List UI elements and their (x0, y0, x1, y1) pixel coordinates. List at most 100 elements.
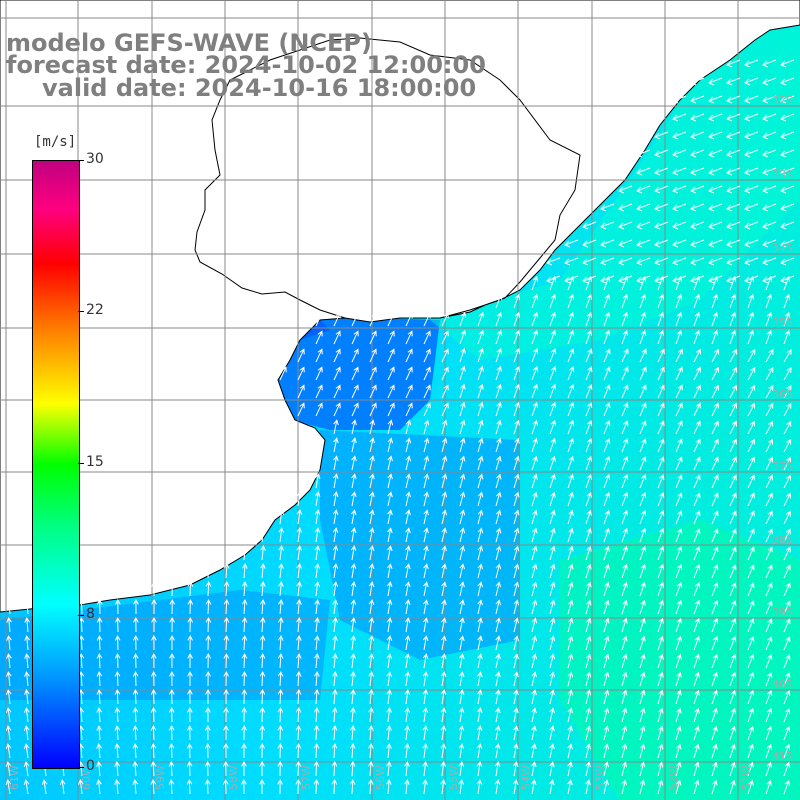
wind-arrow (639, 653, 646, 669)
wind-arrow (780, 167, 795, 176)
wind-arrow (729, 582, 737, 597)
wind-arrow (169, 580, 176, 597)
wind-arrow (783, 492, 791, 507)
wind-arrow (765, 689, 773, 705)
wind-arrow (726, 95, 741, 104)
wind-arrow (367, 761, 374, 777)
wind-arrow (114, 634, 121, 651)
wind-arrow (747, 671, 755, 687)
wind-arrow (459, 329, 467, 345)
wind-arrow (690, 275, 705, 284)
wind-arrow (747, 761, 754, 777)
wind-arrow (744, 203, 759, 212)
wind-arrow (765, 654, 773, 669)
wind-arrow (78, 779, 84, 795)
wind-arrow (603, 635, 610, 651)
wind-arrow (549, 419, 557, 435)
wind-arrow (314, 473, 321, 489)
wind-arrow (386, 563, 393, 579)
wind-arrow (765, 348, 774, 363)
wind-arrow (423, 366, 431, 381)
wind-arrow (675, 617, 682, 633)
wind-arrow (549, 545, 556, 561)
wind-arrow (296, 617, 302, 633)
wind-arrow (531, 365, 539, 381)
wind-arrow (765, 582, 773, 597)
wind-arrow (747, 743, 754, 759)
wind-arrow (603, 689, 610, 705)
colorbar-unit: [m/s] (34, 134, 77, 150)
wind-arrow (295, 653, 302, 669)
wind-arrow (747, 707, 755, 723)
wind-arrow (783, 456, 792, 471)
wind-arrow (747, 420, 756, 435)
wind-arrow (315, 312, 323, 327)
wind-arrow (477, 455, 484, 471)
wind-arrow (114, 652, 121, 669)
wind-arrow (23, 725, 30, 741)
wind-arrow (314, 563, 321, 579)
wind-arrow (440, 653, 447, 669)
wind-arrow (621, 456, 629, 471)
wind-arrow (260, 581, 266, 597)
wind-arrow (549, 779, 555, 795)
wind-arrow (278, 599, 284, 615)
wind-arrow (296, 581, 302, 597)
wind-arrow (657, 366, 665, 381)
wind-arrow (693, 617, 701, 633)
wind-arrow (708, 77, 723, 86)
wind-arrow (621, 293, 629, 309)
wind-arrow (150, 742, 157, 759)
wind-arrow (5, 707, 12, 723)
wind-arrow (708, 275, 723, 284)
wind-arrow (726, 221, 741, 230)
wind-arrow (386, 725, 392, 741)
wind-arrow (693, 402, 701, 417)
wind-arrow (405, 384, 413, 399)
wind-arrow (513, 545, 520, 561)
wind-arrow (351, 312, 359, 327)
wind-arrow (187, 634, 193, 651)
wind-arrow (765, 707, 773, 723)
wind-arrow (223, 562, 230, 579)
wind-arrow (169, 634, 175, 651)
wind-arrow (585, 779, 591, 795)
wind-arrow (96, 743, 102, 759)
wind-arrow (585, 725, 592, 741)
wind-arrow (259, 652, 266, 669)
wind-arrow (151, 652, 157, 669)
wind-arrow (459, 491, 466, 507)
wind-arrow (405, 348, 413, 363)
wind-arrow (96, 779, 102, 795)
wind-arrow (675, 635, 682, 651)
wind-arrow (603, 599, 610, 615)
wind-arrow (476, 707, 483, 723)
wind-arrow (747, 600, 755, 615)
wind-arrow (621, 707, 628, 723)
wind-arrow (6, 653, 12, 669)
wind-arrow (422, 653, 429, 669)
wind-arrow (639, 438, 647, 453)
wind-arrow (747, 402, 756, 417)
wind-arrow (150, 688, 157, 705)
wind-arrow (693, 581, 701, 597)
wind-arrow (313, 671, 320, 687)
wind-arrow (387, 491, 393, 507)
wind-arrow (241, 760, 247, 777)
wind-arrow (259, 599, 266, 615)
wind-arrow (314, 599, 320, 615)
wind-arrow (404, 617, 411, 633)
wind-arrow (585, 635, 592, 651)
wind-arrow (351, 402, 359, 417)
wind-arrow (151, 580, 157, 597)
wind-arrow (582, 275, 597, 284)
wind-arrow (765, 311, 773, 327)
wind-arrow (422, 707, 429, 723)
wind-arrow (621, 527, 629, 543)
wind-arrow (693, 311, 701, 327)
wind-arrow (441, 599, 447, 615)
colorbar-tick (78, 767, 84, 768)
wind-arrow (747, 510, 755, 525)
wind-arrow (621, 689, 628, 705)
